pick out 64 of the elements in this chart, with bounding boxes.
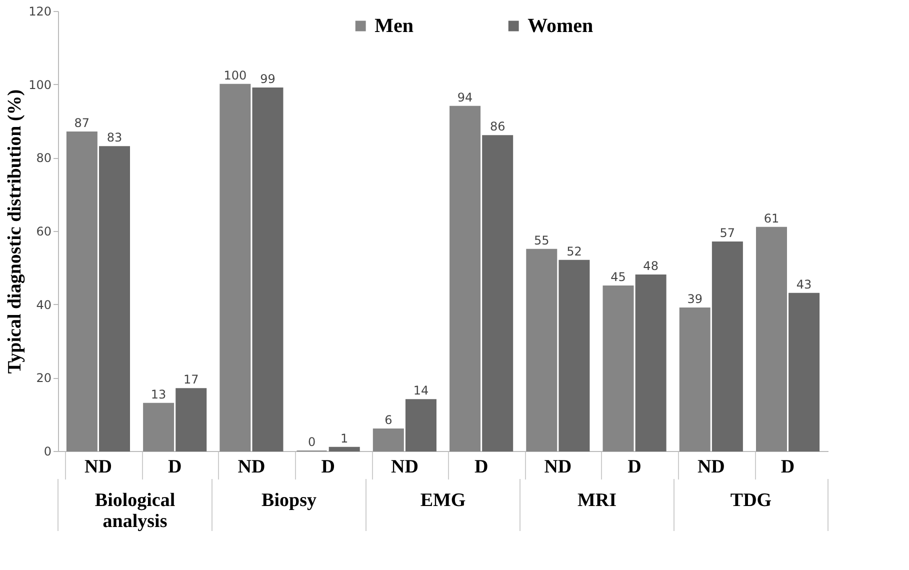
x-tick-label: ND bbox=[544, 456, 572, 478]
bar bbox=[220, 84, 251, 452]
bar bbox=[405, 399, 436, 452]
x-tick-label: D bbox=[780, 456, 795, 478]
bar bbox=[558, 260, 590, 452]
bar bbox=[143, 402, 174, 452]
y-tick-label: 60 bbox=[36, 224, 52, 238]
bar bbox=[99, 146, 130, 452]
x-tick-label: D bbox=[168, 456, 182, 478]
data-label: 43 bbox=[796, 277, 812, 292]
bar bbox=[66, 132, 98, 452]
bar bbox=[679, 308, 710, 452]
data-label: 83 bbox=[106, 130, 122, 145]
bar bbox=[712, 242, 743, 452]
text: Biopsy bbox=[262, 490, 317, 511]
bar bbox=[788, 292, 820, 452]
data-label: 48 bbox=[643, 259, 658, 273]
bar bbox=[450, 106, 481, 452]
text: MRI bbox=[577, 490, 617, 511]
data-label: 94 bbox=[457, 90, 473, 104]
bar bbox=[372, 428, 404, 452]
data-label: 55 bbox=[534, 233, 550, 248]
x-tick-label: ND bbox=[84, 456, 112, 478]
legend-label: Men bbox=[374, 15, 414, 37]
y-axis-title: Typical diagnostic distribution (%) bbox=[4, 89, 26, 374]
y-tick-label: 20 bbox=[36, 371, 52, 386]
text: Biological analysis bbox=[94, 490, 176, 532]
data-label: 13 bbox=[150, 387, 166, 402]
x-tick-label: D bbox=[321, 456, 335, 478]
bar bbox=[635, 274, 666, 452]
data-label: 45 bbox=[610, 270, 626, 284]
data-label: 52 bbox=[566, 244, 582, 258]
data-label: 86 bbox=[490, 120, 506, 134]
bar bbox=[602, 286, 634, 452]
x-tick-label: D bbox=[474, 456, 488, 478]
bar bbox=[176, 388, 207, 452]
x-tick-label: ND bbox=[238, 456, 266, 478]
data-label: 57 bbox=[720, 226, 736, 240]
bar bbox=[328, 446, 360, 452]
bar bbox=[526, 248, 558, 452]
y-tick-label: 100 bbox=[28, 78, 52, 92]
data-label: 100 bbox=[224, 68, 247, 82]
data-label: 99 bbox=[260, 72, 276, 86]
text: TDG bbox=[730, 490, 772, 511]
data-label: 0 bbox=[308, 435, 316, 449]
bar bbox=[252, 88, 284, 452]
legend-label: Women bbox=[528, 15, 594, 37]
y-tick-label: 80 bbox=[36, 151, 52, 166]
data-label: 1 bbox=[340, 431, 348, 446]
x-tick-label: ND bbox=[390, 456, 418, 478]
data-label: 61 bbox=[764, 211, 780, 226]
x-tick-label: ND bbox=[697, 456, 725, 478]
bar bbox=[756, 226, 787, 452]
y-tick-label: 120 bbox=[28, 4, 52, 18]
data-label: 39 bbox=[687, 292, 703, 306]
bar bbox=[482, 135, 514, 452]
x-tick-label: D bbox=[628, 456, 642, 478]
data-label: 87 bbox=[74, 116, 90, 130]
text: EMG bbox=[420, 490, 466, 511]
y-tick-label: 40 bbox=[36, 298, 52, 312]
data-label: 14 bbox=[413, 384, 429, 398]
y-tick-label: 0 bbox=[44, 444, 52, 458]
data-label: 6 bbox=[384, 413, 392, 427]
data-label: 17 bbox=[183, 372, 199, 387]
